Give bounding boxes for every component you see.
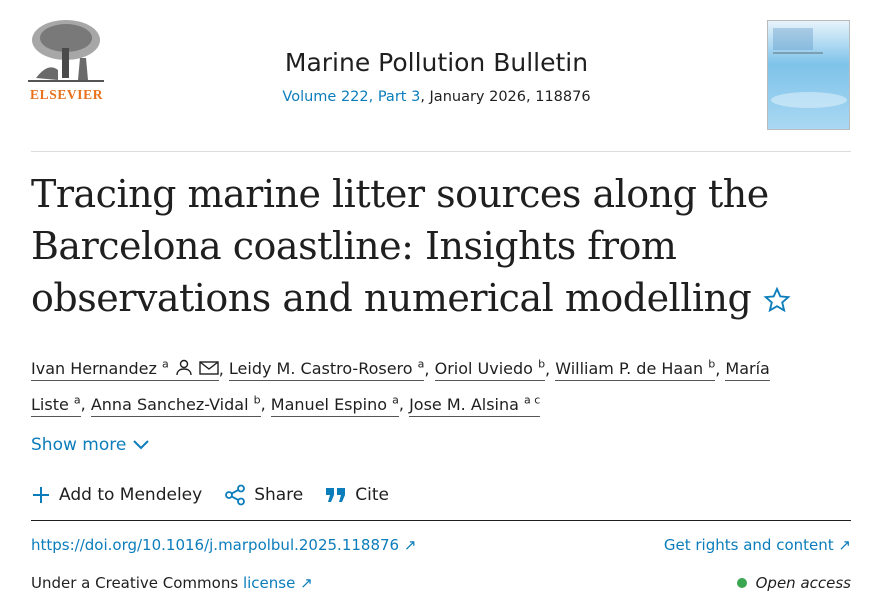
action-label: Add to Mendeley <box>59 485 203 505</box>
access: Open access <box>736 574 851 592</box>
publisher: ELSEVIER <box>30 87 104 102</box>
open-dot <box>736 578 747 588</box>
volume-link[interactable]: Volume 222, Part 3 <box>282 89 421 105</box>
cite-icon <box>326 488 346 502</box>
author[interactable]: Manuel Espino a <box>270 393 399 417</box>
author-name: Manuel Espino <box>270 394 388 414</box>
share-icon <box>225 484 246 506</box>
doi-link[interactable]: https://doi.org/10.1016/j.marpolbul.2025… <box>31 536 400 554</box>
license-link[interactable]: license <box>242 574 296 592</box>
author-name: William P. de Haan <box>555 359 704 379</box>
author-name: Oriol Uviedo <box>434 359 533 379</box>
external-icon: ↗ <box>403 536 417 554</box>
affiliation: a c <box>524 393 541 407</box>
issue-details: , January 2026, 118876 <box>420 89 591 105</box>
show-more[interactable]: Show more <box>31 435 150 455</box>
divider <box>31 151 851 152</box>
divider <box>31 520 851 521</box>
affiliation: a <box>161 358 169 371</box>
author-name: Jose M. Alsina <box>409 394 519 414</box>
separator: , <box>260 394 266 414</box>
show-more-text: Show more <box>31 435 127 455</box>
author[interactable]: William P. de Haan b <box>555 358 716 382</box>
affiliation: b <box>253 393 261 407</box>
star-icon[interactable] <box>763 286 791 314</box>
author[interactable]: Ivan Hernandez a <box>31 358 219 382</box>
author[interactable]: María Liste a <box>31 359 770 417</box>
rights[interactable]: Get rights and content ↗ <box>664 536 851 554</box>
journal-cover[interactable] <box>767 20 850 130</box>
separator: , <box>545 359 551 379</box>
action-bar: Add to Mendeley Share Cite <box>31 484 389 506</box>
license-prefix: Under a Creative Commons <box>31 574 243 592</box>
email-icon <box>199 361 219 376</box>
action-label: Cite <box>355 485 389 505</box>
person-icon <box>176 360 192 376</box>
separator: , <box>218 359 224 379</box>
separator: , <box>398 394 404 414</box>
author-name: Leidy M. Castro-Rosero <box>228 359 413 379</box>
affiliation: a <box>73 393 81 407</box>
affiliation: a <box>392 393 399 407</box>
chevron-icon <box>133 440 149 450</box>
external-icon: ↗ <box>838 536 851 554</box>
rights-link[interactable]: Get rights and content <box>663 536 834 554</box>
action-button[interactable]: Cite <box>325 484 389 506</box>
issue-info: Volume 222, Part 3, January 2026, 118876 <box>0 89 873 105</box>
license: Under a Creative Commons license ↗ <box>31 574 313 592</box>
action-label: Share <box>254 485 304 505</box>
separator: , <box>424 359 430 379</box>
journal-title[interactable]: Marine Pollution Bulletin <box>284 48 589 77</box>
external-icon: ↗ <box>300 574 313 592</box>
author-name: Ivan Hernandez <box>31 359 157 379</box>
separator: , <box>715 359 721 379</box>
separator: , <box>80 394 86 414</box>
author[interactable]: Jose M. Alsina a c <box>409 393 541 417</box>
action-button[interactable]: Add to Mendeley <box>31 484 202 506</box>
author-name: María Liste <box>31 359 770 414</box>
action-button[interactable]: Share <box>224 484 303 506</box>
author[interactable]: Leidy M. Castro-Rosero a <box>228 358 425 382</box>
affiliation: b <box>538 358 546 371</box>
author[interactable]: Anna Sanchez-Vidal b <box>90 393 261 417</box>
affiliation: a <box>417 358 425 371</box>
plus-icon <box>33 487 49 503</box>
author-list: Ivan Hernandez a, Leidy M. Castro-Rosero… <box>31 349 791 420</box>
author[interactable]: Oriol Uviedo b <box>434 358 546 382</box>
doi[interactable]: https://doi.org/10.1016/j.marpolbul.2025… <box>31 536 416 554</box>
article-title: Tracing marine litter sources along the … <box>31 168 801 324</box>
access-text: Open access <box>755 574 851 592</box>
author-name: Anna Sanchez-Vidal <box>90 394 249 414</box>
publisher-logo <box>28 18 104 84</box>
title-text: Tracing marine litter sources along the … <box>31 172 769 320</box>
affiliation: b <box>708 358 716 371</box>
